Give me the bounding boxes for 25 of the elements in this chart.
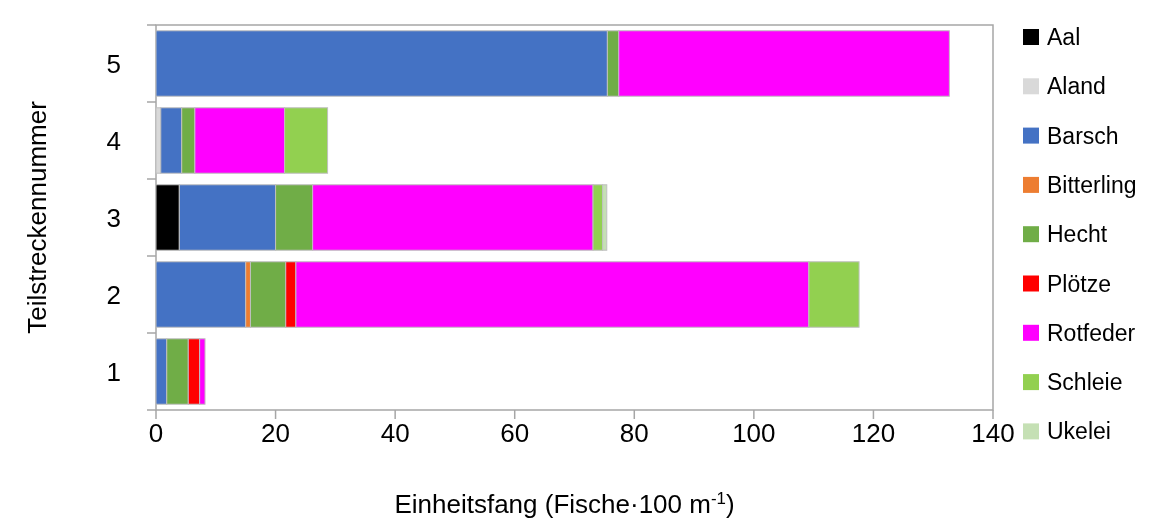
- legend-label: Aland: [1047, 73, 1106, 100]
- legend-label: Aal: [1047, 24, 1081, 50]
- legend-label: Rotfeder: [1047, 319, 1136, 346]
- x-tick-label: 100: [732, 418, 776, 448]
- bar: [155, 261, 247, 328]
- y-tick-label: 2: [106, 279, 121, 310]
- y-tick-label: 5: [106, 48, 121, 79]
- y-axis-title: Teilstreckennummer: [22, 100, 52, 334]
- legend-label: Plötze: [1047, 270, 1111, 297]
- x-tick-label: 80: [619, 418, 649, 448]
- x-tick-label: 40: [380, 418, 410, 448]
- x-tick-label: 60: [500, 418, 530, 448]
- y-tick-label: 4: [106, 125, 121, 156]
- x-tick-label: 140: [971, 418, 1015, 448]
- legend-label: Ukelei: [1047, 418, 1111, 445]
- legend-label: Schleie: [1047, 369, 1123, 396]
- legend-label: Bitterling: [1047, 171, 1137, 198]
- legend-label: Hecht: [1047, 221, 1108, 248]
- y-tick-label: 1: [106, 356, 121, 387]
- x-tick-label: 20: [261, 418, 291, 448]
- x-tick-label: 0: [148, 418, 164, 448]
- x-axis-title: Einheitsfang (Fische·100 m$^{-1}$): [394, 488, 735, 518]
- y-tick-label: 3: [106, 202, 121, 233]
- x-tick-label: 120: [851, 418, 896, 448]
- legend-label: Barsch: [1047, 122, 1119, 149]
